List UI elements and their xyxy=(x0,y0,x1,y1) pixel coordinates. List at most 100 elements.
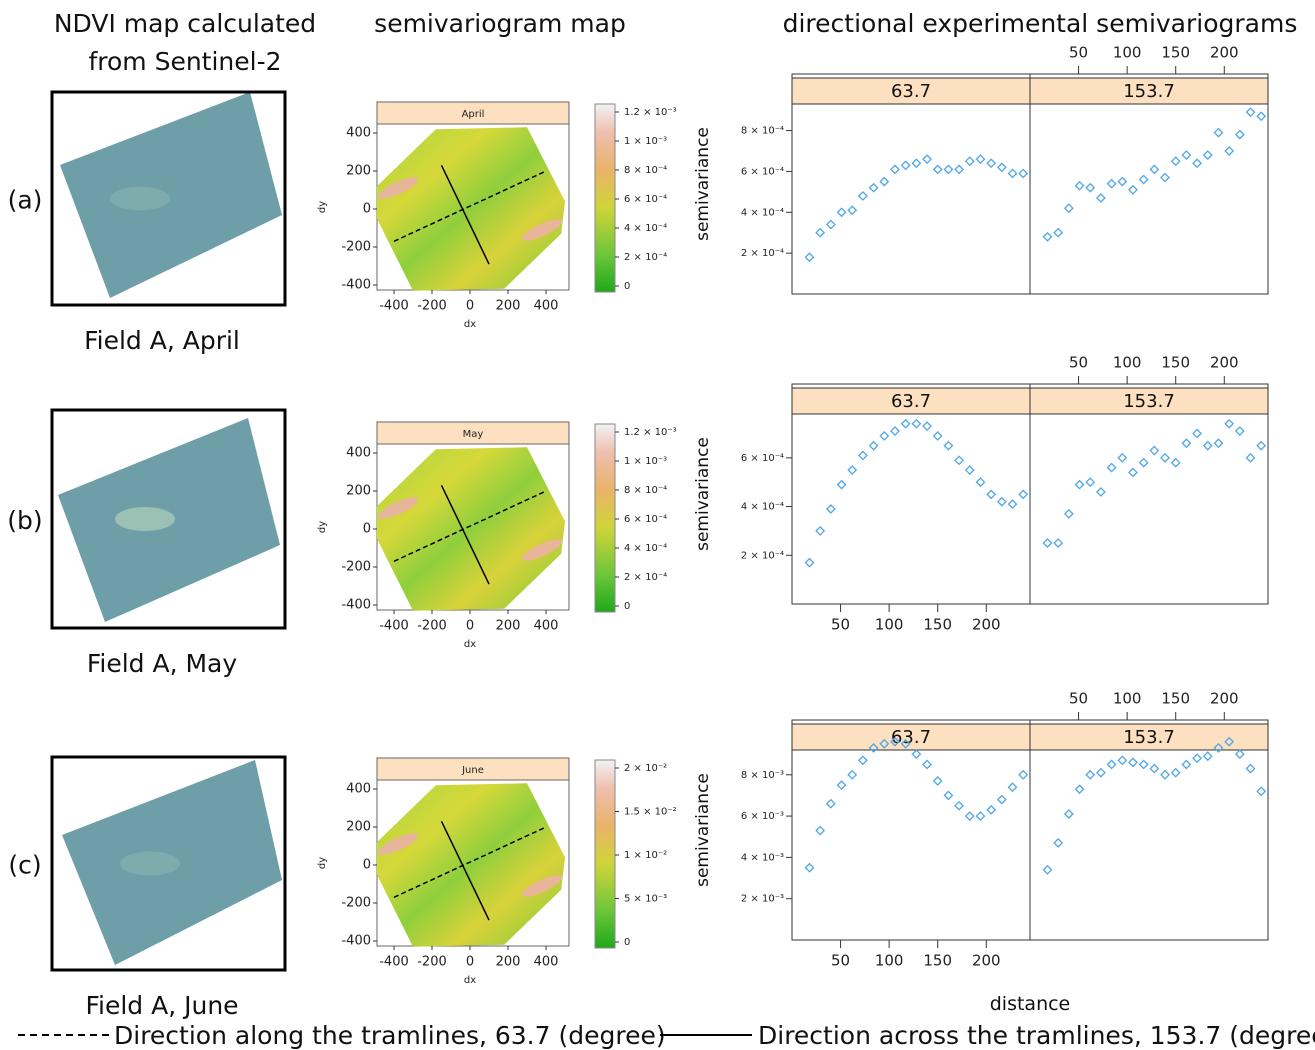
point xyxy=(1204,752,1212,760)
point xyxy=(1129,186,1137,194)
point xyxy=(805,864,813,872)
y-tick-label: -200 xyxy=(341,896,371,911)
y-tick-label: 0 xyxy=(363,858,371,873)
point xyxy=(1043,233,1051,241)
point xyxy=(923,760,931,768)
point xyxy=(1172,769,1180,777)
y-tick-label: 8 × 10⁻⁴ xyxy=(741,126,784,137)
point xyxy=(1129,468,1137,476)
point xyxy=(816,527,824,535)
point xyxy=(976,812,984,820)
point xyxy=(1150,447,1158,455)
x-tick-label: 150 xyxy=(1161,44,1190,62)
point xyxy=(1247,765,1255,773)
y-tick-label: 2 × 10⁻⁴ xyxy=(741,550,784,561)
x-tick-label: 50 xyxy=(831,615,850,633)
x-tick-label: 200 xyxy=(1210,44,1239,62)
point xyxy=(966,157,974,165)
x-tick-label: 200 xyxy=(1210,354,1239,372)
y-tick-label: 4 × 10⁻⁴ xyxy=(741,207,784,218)
x-tick-label: 400 xyxy=(534,955,559,970)
caption: Field A, June xyxy=(85,991,238,1020)
point xyxy=(1129,758,1137,766)
point xyxy=(1247,108,1255,116)
x-tick-label: -200 xyxy=(417,299,447,314)
point xyxy=(1140,760,1148,768)
point xyxy=(987,159,995,167)
point xyxy=(998,163,1006,171)
colorbar-label: 6 × 10⁻⁴ xyxy=(624,194,667,205)
x-axis-label: dx xyxy=(464,639,476,650)
panel-frame xyxy=(792,720,1030,940)
point xyxy=(944,442,952,450)
point xyxy=(1118,454,1126,462)
caption: Field A, April xyxy=(84,326,240,355)
strip-label: 153.7 xyxy=(1123,81,1175,102)
ndvi-patch xyxy=(115,507,175,531)
point xyxy=(1054,539,1062,547)
colorbar-label: 0 xyxy=(624,937,630,948)
map-strip-label: June xyxy=(461,765,484,776)
panel-frame xyxy=(792,74,1030,294)
x-tick-label: 150 xyxy=(923,951,952,969)
x-tick-label: 200 xyxy=(972,615,1001,633)
y-tick-label: -200 xyxy=(341,240,371,255)
y-tick-label: 200 xyxy=(346,820,371,835)
panel-frame xyxy=(1030,720,1268,940)
x-tick-label: 100 xyxy=(1113,354,1142,372)
point xyxy=(1140,459,1148,467)
point xyxy=(1108,180,1116,188)
x-tick-label: 200 xyxy=(496,955,521,970)
point xyxy=(1108,760,1116,768)
colorbar-label: 2 × 10⁻⁴ xyxy=(624,572,667,583)
x-tick-label: -400 xyxy=(379,619,409,634)
point xyxy=(1193,754,1201,762)
point xyxy=(1009,169,1017,177)
colorbar-label: 5 × 10⁻³ xyxy=(624,894,667,905)
point xyxy=(1182,439,1190,447)
point xyxy=(1150,765,1158,773)
ndvi-patch xyxy=(110,187,170,211)
point xyxy=(1214,129,1222,137)
point xyxy=(1225,420,1233,428)
point xyxy=(1236,427,1244,435)
point xyxy=(838,481,846,489)
point xyxy=(1193,429,1201,437)
panel-frame xyxy=(1030,384,1268,604)
y-tick-label: 4 × 10⁻³ xyxy=(741,852,784,863)
header: semivariogram map xyxy=(374,9,626,38)
point xyxy=(1043,539,1051,547)
point xyxy=(976,478,984,486)
point xyxy=(1182,760,1190,768)
point xyxy=(1086,184,1094,192)
point xyxy=(1054,229,1062,237)
colorbar-label: 1 × 10⁻² xyxy=(624,850,667,861)
x-tick-label: 150 xyxy=(1161,354,1190,372)
x-tick-label: 100 xyxy=(875,615,904,633)
y-axis-label: semivariance xyxy=(693,437,713,551)
y-axis-label: dy xyxy=(317,521,328,533)
point xyxy=(1236,131,1244,139)
point xyxy=(1097,488,1105,496)
point xyxy=(934,165,942,173)
y-tick-label: -200 xyxy=(341,560,371,575)
point xyxy=(1140,176,1148,184)
panel-frame xyxy=(1030,74,1268,294)
point xyxy=(838,781,846,789)
point xyxy=(1257,787,1265,795)
caption: Field A, May xyxy=(87,649,238,678)
x-tick-label: 150 xyxy=(923,615,952,633)
point xyxy=(1204,442,1212,450)
colorbar-label: 1.2 × 10⁻³ xyxy=(624,107,677,118)
point xyxy=(1225,147,1233,155)
x-tick-label: 150 xyxy=(1161,690,1190,708)
x-axis-label: dx xyxy=(464,975,476,986)
point xyxy=(1257,442,1265,450)
point xyxy=(870,184,878,192)
colorbar-label: 4 × 10⁻⁴ xyxy=(624,543,667,554)
point xyxy=(1097,194,1105,202)
y-tick-label: 8 × 10⁻³ xyxy=(741,770,784,781)
point xyxy=(902,161,910,169)
y-axis-label: dy xyxy=(317,201,328,213)
point xyxy=(891,165,899,173)
